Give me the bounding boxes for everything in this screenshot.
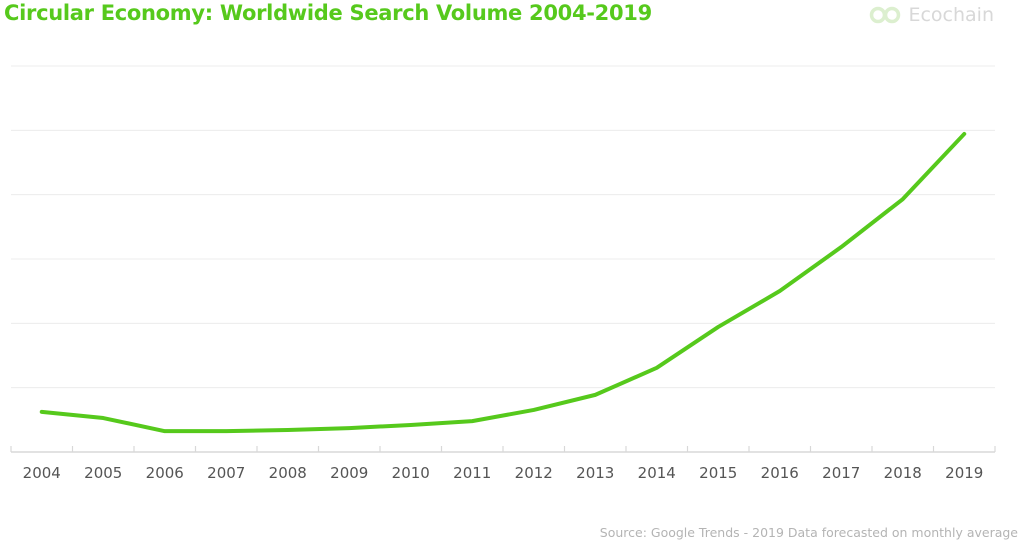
x-tick-label: 2018 [884, 464, 922, 482]
x-tick-label: 2004 [23, 464, 61, 482]
x-tick-label: 2007 [207, 464, 245, 482]
x-tick-label: 2010 [392, 464, 430, 482]
series-line [39, 131, 967, 434]
x-tick-label: 2013 [576, 464, 614, 482]
ecochain-logo: Ecochain [868, 4, 994, 26]
x-tick-label: 2017 [822, 464, 860, 482]
x-tick-label: 2019 [945, 464, 983, 482]
x-tick-label: 2014 [638, 464, 676, 482]
x-tick-label: 2005 [84, 464, 122, 482]
x-tick-label: 2015 [699, 464, 737, 482]
x-tick-label: 2006 [146, 464, 184, 482]
x-tick-label: 2009 [330, 464, 368, 482]
x-tick-label: 2011 [453, 464, 491, 482]
chart-title: Circular Economy: Worldwide Search Volum… [4, 1, 652, 25]
x-tick-label: 2008 [269, 464, 307, 482]
source-note: Source: Google Trends - 2019 Data foreca… [599, 525, 1018, 540]
logo-text: Ecochain [908, 4, 994, 26]
x-tick-label: 2012 [515, 464, 553, 482]
infinity-chain-icon [870, 6, 901, 24]
x-tick-label: 2016 [761, 464, 799, 482]
